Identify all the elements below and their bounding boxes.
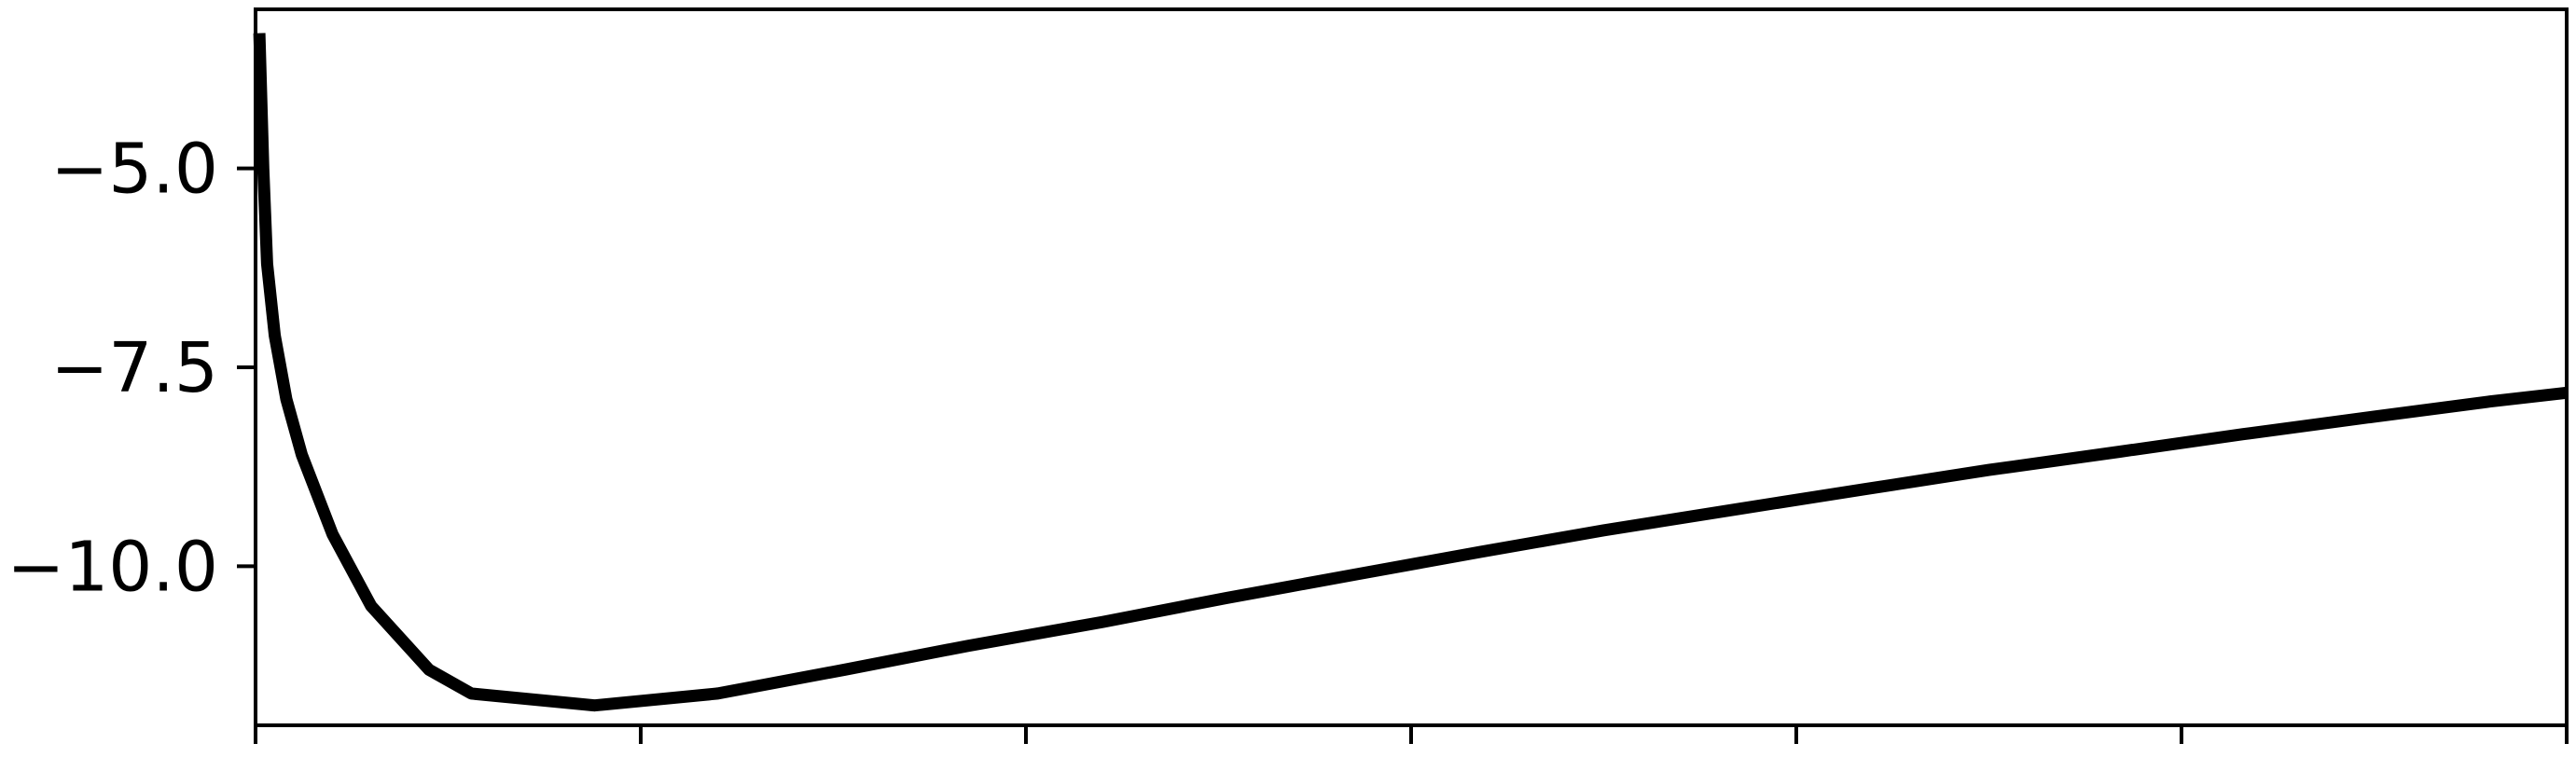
y-tick-label-2: −10.0 [7, 527, 218, 607]
series-line-0 [253, 33, 2568, 712]
x-axis [254, 725, 2569, 744]
y-tick-label-1: −7.5 [50, 328, 218, 408]
y-axis: −5.0 −7.5 −10.0 [7, 130, 256, 607]
y-tick-label-0: −5.0 [50, 130, 218, 210]
series-layer [253, 33, 2568, 712]
